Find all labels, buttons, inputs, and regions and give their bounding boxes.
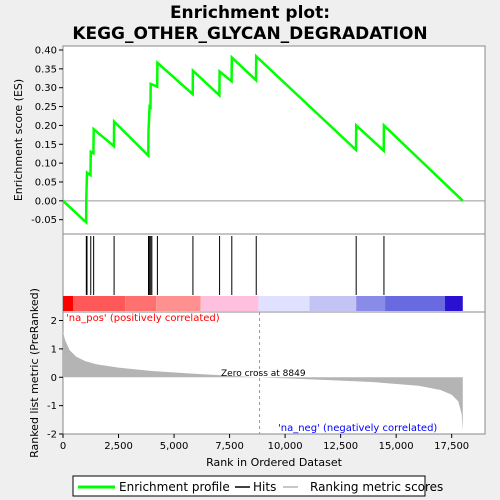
- chart-title-line-2: KEGG_OTHER_GLYCAN_DEGRADATION: [72, 24, 427, 44]
- color-bar-segment: [125, 296, 157, 311]
- legend-metric-label: Ranking metric scores: [310, 480, 443, 494]
- metric-tick-label: -2: [47, 430, 57, 441]
- x-tick-label: 7,500: [215, 441, 244, 452]
- x-tick-label: 5,000: [160, 441, 189, 452]
- color-bar-segment: [63, 296, 73, 311]
- ranked-metric-area: [63, 331, 463, 432]
- es-tick-label: 0.15: [35, 140, 57, 151]
- es-axis-label: Enrichment score (ES): [12, 79, 25, 201]
- x-tick-label: 17,500: [434, 441, 469, 452]
- zero-cross-label: Zero cross at 8849: [221, 369, 306, 379]
- es-tick-label: 0.20: [35, 121, 57, 132]
- es-tick-label: 0.40: [35, 46, 57, 57]
- color-bar-segment: [385, 296, 446, 311]
- color-bar-segment: [258, 296, 310, 311]
- x-axis-label: Rank in Ordered Dataset: [206, 456, 343, 469]
- hit-markers: [85, 236, 385, 295]
- neg-correlated-label: 'na_neg' (negatively correlated): [278, 423, 437, 434]
- x-tick-label: 2,500: [104, 441, 133, 452]
- metric-tick-label: 2: [51, 316, 57, 327]
- x-tick-label: 0: [60, 441, 66, 452]
- es-tick-label: 0.35: [35, 64, 57, 75]
- es-tick-label: 0.10: [35, 159, 57, 170]
- ranked-color-bar: [63, 296, 463, 311]
- enrichment-profile-line: [62, 53, 464, 226]
- x-tick-label: 15,000: [379, 441, 414, 452]
- chart-title-line-1: Enrichment plot:: [170, 3, 330, 23]
- color-bar-segment: [156, 296, 201, 311]
- legend-box: [72, 475, 426, 497]
- x-tick-label: 10,000: [268, 441, 303, 452]
- metric-tick-label: -1: [47, 401, 57, 412]
- metric-tick-label: 0: [51, 373, 57, 384]
- es-tick-label: 0.00: [35, 196, 57, 207]
- legend-profile-label: Enrichment profile: [119, 480, 230, 494]
- color-bar-segment: [356, 296, 386, 311]
- pos-correlated-label: 'na_pos' (positively correlated): [66, 313, 220, 324]
- legend-hits-label: Hits: [253, 480, 276, 494]
- color-bar-segment: [72, 296, 126, 311]
- color-bar-segment: [200, 296, 259, 311]
- metric-tick-label: 1: [51, 344, 57, 355]
- es-tick-label: 0.25: [35, 102, 57, 113]
- es-tick-label: 0.30: [35, 83, 57, 94]
- metric-axis-label: Ranked list metric (PreRanked): [28, 288, 41, 458]
- x-tick-label: 12,500: [323, 441, 358, 452]
- es-tick-label: -0.05: [31, 215, 57, 226]
- color-bar-segment: [309, 296, 357, 311]
- color-bar-segment: [445, 296, 463, 311]
- es-tick-label: 0.05: [35, 177, 57, 188]
